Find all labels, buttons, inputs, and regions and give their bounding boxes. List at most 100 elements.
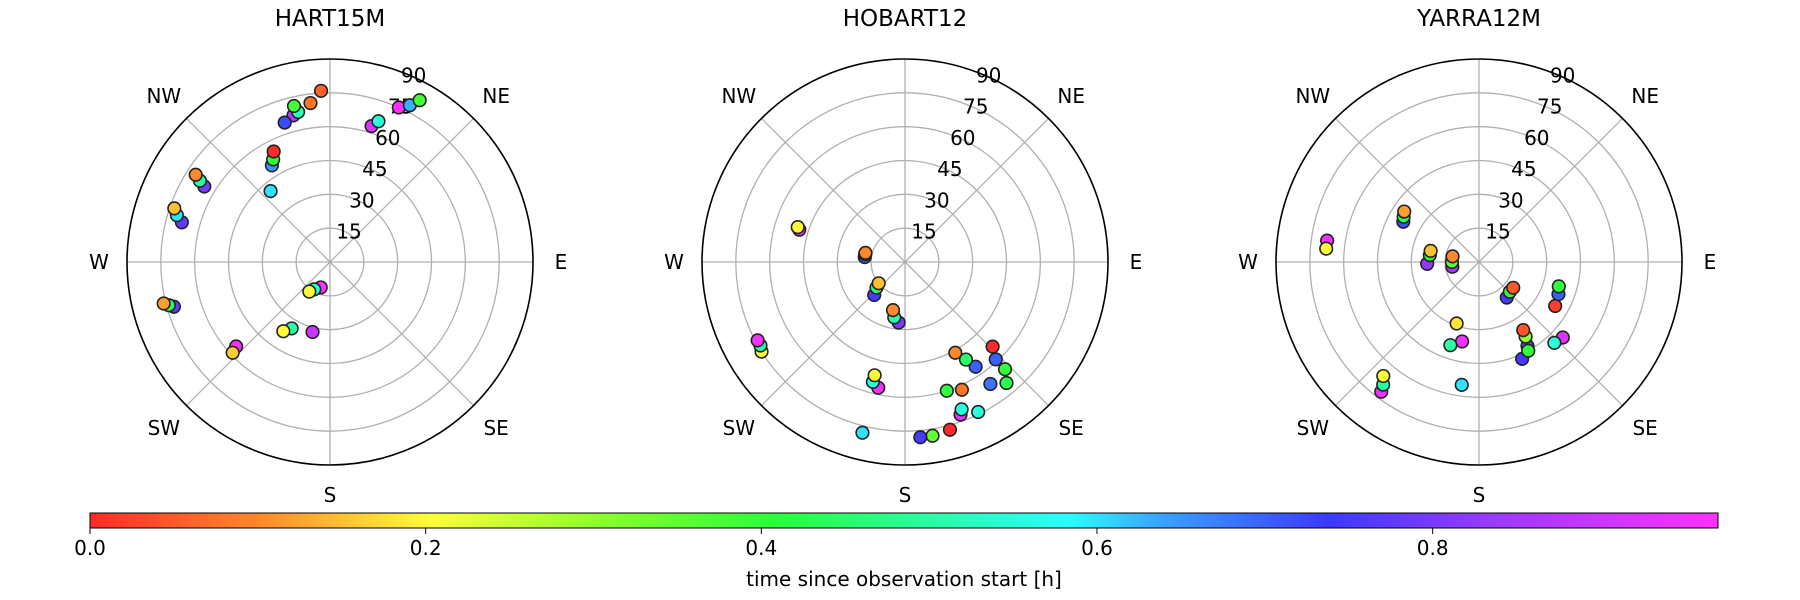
radial-tick-label: 15 xyxy=(1485,220,1510,244)
data-point xyxy=(1516,323,1531,338)
panel-title: HOBART12 xyxy=(843,6,968,32)
data-point xyxy=(1397,204,1412,219)
radial-tick-label: 30 xyxy=(349,188,374,212)
data-point xyxy=(266,144,281,159)
direction-label: NW xyxy=(721,84,756,108)
data-point xyxy=(1319,241,1334,256)
data-point xyxy=(1443,338,1458,353)
polar-frame xyxy=(701,58,1109,466)
data-point xyxy=(999,375,1014,391)
data-point xyxy=(858,245,873,260)
radial-tick-label: 45 xyxy=(362,157,387,181)
data-point xyxy=(412,93,427,108)
angular-gridline xyxy=(760,117,906,263)
polar-frame xyxy=(1275,58,1683,466)
radial-tick-label: 15 xyxy=(911,220,936,244)
data-point xyxy=(1445,249,1460,264)
data-point xyxy=(156,296,171,311)
colorbar-tick-label: 0.8 xyxy=(1417,536,1449,560)
data-point xyxy=(1548,298,1563,314)
direction-label: SE xyxy=(1632,416,1657,440)
data-point xyxy=(997,362,1013,377)
polar-frame xyxy=(126,58,534,466)
colorbar-label: time since observation start [h] xyxy=(746,567,1062,591)
data-point xyxy=(1521,343,1536,358)
data-point xyxy=(1454,377,1469,392)
direction-label: E xyxy=(1130,250,1143,274)
angular-gridline xyxy=(904,261,1050,407)
direction-label: SE xyxy=(1058,416,1083,440)
data-point xyxy=(983,376,998,392)
colorbar-tick-label: 0.2 xyxy=(410,536,442,560)
direction-label: W xyxy=(89,250,109,274)
data-point xyxy=(277,115,292,130)
angular-gridline xyxy=(904,117,1050,263)
panel-title: HART15M xyxy=(275,6,386,32)
direction-label: S xyxy=(324,483,337,507)
data-point xyxy=(188,167,203,182)
data-point xyxy=(1506,280,1521,295)
colorbar-fill xyxy=(89,512,1719,529)
direction-label: S xyxy=(899,483,912,507)
data-point xyxy=(276,324,291,339)
radial-tick-label: 60 xyxy=(1524,126,1549,150)
data-point xyxy=(790,220,805,235)
data-point xyxy=(971,404,986,420)
data-point xyxy=(167,201,182,216)
data-point xyxy=(1551,279,1566,294)
colorbar-tick-label: 0.0 xyxy=(74,536,106,560)
direction-label: NE xyxy=(1057,84,1085,108)
direction-label: W xyxy=(1238,250,1258,274)
angular-gridline xyxy=(1478,261,1624,407)
direction-label: E xyxy=(1704,250,1717,274)
direction-label: SE xyxy=(483,416,508,440)
direction-label: W xyxy=(664,250,684,274)
angular-gridline xyxy=(1334,117,1480,263)
direction-label: SW xyxy=(1297,416,1330,440)
data-point xyxy=(263,184,278,199)
radial-tick-label: 45 xyxy=(1511,157,1536,181)
radial-tick-label: 75 xyxy=(963,95,988,119)
direction-label: SW xyxy=(723,416,756,440)
radial-tick-label: 45 xyxy=(937,157,962,181)
polar-panel-hart15m: HART15M153045607590ENENWWSWSSE xyxy=(89,6,567,507)
data-point xyxy=(885,303,901,318)
radial-tick-label: 30 xyxy=(1498,188,1523,212)
data-point xyxy=(942,422,958,437)
data-point xyxy=(225,345,240,360)
radial-tick-label: 60 xyxy=(375,126,400,150)
data-point xyxy=(1455,334,1470,349)
angular-gridline xyxy=(1478,117,1624,263)
data-point xyxy=(305,324,320,340)
data-point xyxy=(750,333,765,348)
colorbar-tick-label: 0.4 xyxy=(745,536,777,560)
data-point xyxy=(948,345,963,360)
direction-label: NE xyxy=(482,84,510,108)
data-point xyxy=(985,339,1000,354)
data-point xyxy=(954,402,969,417)
direction-label: SW xyxy=(148,416,181,440)
colorbar: 0.0 0.2 0.4 0.6 0.8 time since observation s… xyxy=(74,512,1719,591)
radial-tick-label: 75 xyxy=(1537,95,1562,119)
angular-gridline xyxy=(1334,261,1480,407)
data-point xyxy=(913,430,928,445)
data-point xyxy=(925,428,940,443)
data-point xyxy=(302,284,317,299)
data-point xyxy=(968,359,983,374)
angular-gridline xyxy=(329,261,475,407)
direction-label: NW xyxy=(1295,84,1330,108)
data-point xyxy=(871,276,886,291)
data-point xyxy=(303,95,318,111)
data-point xyxy=(1423,243,1438,258)
data-point xyxy=(286,98,302,114)
angular-gridline xyxy=(329,117,475,263)
data-point xyxy=(988,352,1003,367)
radial-tick-label: 60 xyxy=(950,126,975,150)
direction-label: E xyxy=(555,250,568,274)
data-point xyxy=(313,83,329,98)
radial-tick-label: 30 xyxy=(924,188,949,212)
radial-tick-label: 90 xyxy=(1550,63,1575,87)
radial-tick-label: 90 xyxy=(976,63,1001,87)
angular-gridline xyxy=(185,117,331,263)
